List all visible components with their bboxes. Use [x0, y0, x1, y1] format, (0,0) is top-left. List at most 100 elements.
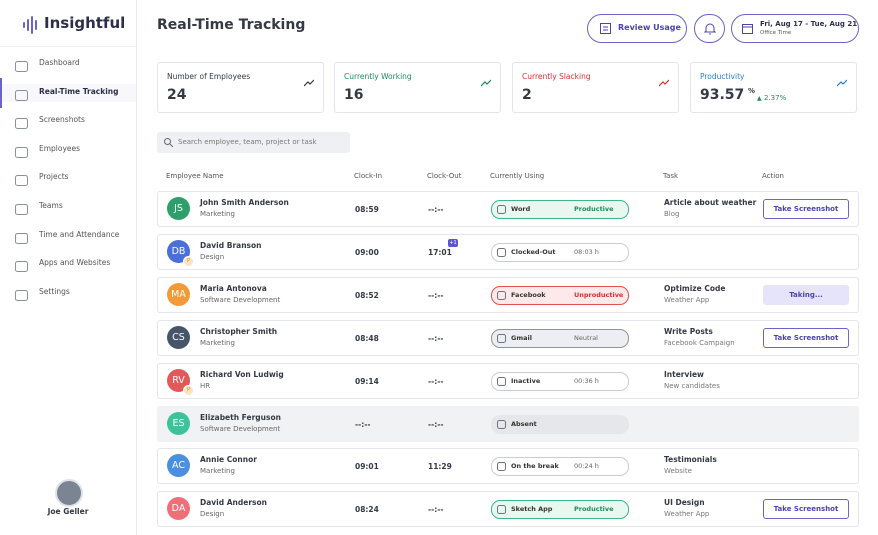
divider — [0, 46, 136, 47]
action-label: Take Screenshot — [773, 505, 839, 514]
stat-icon — [658, 72, 670, 87]
avatar: CS — [167, 325, 190, 349]
task-detail: Facebook Campaign — [664, 338, 735, 347]
employee-row[interactable]: MA Maria Antonova Software Development 08:5… — [157, 276, 859, 313]
change-arrow: ▲ — [757, 95, 762, 102]
nav-item[interactable]: Apps and Websites — [0, 255, 136, 273]
logo-icon — [22, 16, 40, 34]
employee-name: John Smith Anderson — [200, 198, 289, 207]
nav-label: Screenshots — [39, 115, 85, 125]
stat-value: 2 — [522, 87, 532, 103]
task-detail: Weather App — [664, 295, 710, 304]
nav-label: Projects — [39, 172, 69, 182]
review-usage-button[interactable]: Review Usage — [587, 14, 687, 43]
app-pill: Absent — [491, 414, 629, 434]
task-detail: Website — [664, 467, 692, 476]
task-detail: New candidates — [664, 381, 720, 390]
clock-out-badge: +1 — [448, 238, 458, 247]
user-avatar — [55, 479, 83, 507]
action-button[interactable]: Taking... — [763, 284, 849, 305]
badge-label: P — [186, 386, 190, 393]
action-button[interactable]: Take Screenshot — [763, 499, 849, 520]
clock-out: --:-- — [428, 376, 444, 386]
nav-label: Employees — [39, 143, 81, 153]
app-pill: Inactive 00:36 h — [491, 371, 629, 391]
active-indicator — [0, 77, 2, 108]
stat-unit: % — [748, 87, 756, 95]
employee-row[interactable]: DB P David Branson Design 09:00 17:01 +1 Clocke… — [157, 233, 859, 270]
avatar-badge: P — [183, 255, 194, 267]
clock-in: 08:24 — [355, 505, 379, 515]
nav-icon — [15, 114, 28, 130]
action-button[interactable]: Take Screenshot — [763, 199, 849, 219]
stat-value: 93.57 — [700, 87, 745, 103]
app-status: Productive — [574, 505, 614, 514]
action-button[interactable]: Take Screenshot — [763, 327, 849, 348]
task: Optimize Code — [664, 283, 726, 293]
avatar-initials: DA — [171, 503, 186, 515]
nav-icon — [15, 257, 28, 273]
task: UI Design — [664, 498, 705, 508]
employee-department: Marketing — [200, 467, 235, 476]
nav-icon — [15, 229, 28, 244]
column-header: Clock-Out — [427, 172, 462, 180]
employee-department: Marketing — [200, 210, 235, 218]
app-icon — [497, 247, 506, 257]
nav-item[interactable]: Projects — [0, 169, 136, 187]
app-pill: Facebook Unproductive — [491, 285, 629, 305]
clock-out: --:-- — [428, 333, 444, 343]
employee-row[interactable]: ES Elizabeth Ferguson Software Development… — [157, 405, 859, 442]
app-pill: On the break 00:24 h — [491, 457, 629, 477]
avatar: ES — [167, 411, 190, 435]
employee-row[interactable]: JS John Smith Anderson Marketing 08:59 --:--… — [157, 191, 859, 227]
clock-in: 08:52 — [355, 290, 379, 300]
employee-department: Software Development — [200, 424, 281, 433]
avatar: DA — [167, 497, 190, 521]
notifications-button[interactable] — [694, 14, 725, 43]
avatar-initials: DB — [171, 245, 186, 257]
action-label: Taking... — [789, 290, 823, 299]
employee-name: Christopher Smith — [200, 326, 278, 336]
employee-name: Annie Connor — [200, 455, 257, 465]
app-icon — [497, 462, 506, 472]
nav-item[interactable]: Employees — [0, 141, 136, 159]
task: Write Posts — [664, 326, 713, 336]
stat-label: Currently Working — [344, 72, 412, 81]
nav-item[interactable]: Time and Attendance — [0, 227, 136, 245]
avatar: MA — [167, 282, 190, 306]
nav-item[interactable]: Real-Time Tracking — [0, 77, 136, 108]
nav-item[interactable]: Teams — [0, 198, 136, 216]
employee-row[interactable]: RV P Richard Von Ludwig HR 09:14 --:-- Inactiv… — [157, 362, 859, 399]
user-name: Joe Geller — [47, 507, 89, 516]
stat-card: Productivity 93.57% ▲ 2.37% — [690, 62, 857, 113]
employee-row[interactable]: DA David Anderson Design 08:24 --:-- Sketch A… — [157, 491, 859, 528]
avatar: AC — [167, 454, 190, 478]
column-header: Task — [663, 172, 679, 180]
app-name: Word — [511, 205, 531, 213]
app-name: Sketch App — [511, 505, 553, 514]
employee-row[interactable]: AC Annie Connor Marketing 09:01 11:29 On the … — [157, 448, 859, 485]
clock-in: --:-- — [355, 419, 371, 429]
clock-in: 08:48 — [355, 333, 379, 343]
app-status: 08:03 h — [574, 247, 599, 256]
app-name: Inactive — [511, 376, 541, 385]
nav-item[interactable]: Screenshots — [0, 112, 136, 130]
nav-item[interactable]: Settings — [0, 284, 136, 302]
date-range-button[interactable]: Fri, Aug 17 - Tue, Aug 21 Office Time — [731, 14, 859, 43]
employee-name: Richard Von Ludwig — [200, 369, 284, 379]
employee-row[interactable]: CS Christopher Smith Marketing 08:48 --:-- Gm… — [157, 319, 859, 356]
nav-item[interactable]: Dashboard — [0, 55, 136, 73]
task: Interview — [664, 369, 704, 379]
task: Testimonials — [664, 455, 717, 465]
app-status: Productive — [574, 205, 614, 213]
employee-department: Design — [200, 252, 225, 261]
app-pill: Gmail Neutral — [491, 328, 629, 348]
stat-card: Currently Working 16 — [334, 62, 501, 113]
clock-out: --:-- — [428, 290, 444, 300]
action-label: Take Screenshot — [773, 333, 839, 342]
employee-department: Marketing — [200, 338, 235, 347]
search-box[interactable]: Search employee, team, project or task — [157, 132, 350, 153]
review-usage-label: Review Usage — [618, 23, 681, 32]
nav-label: Dashboard — [39, 58, 80, 67]
app-status: Unproductive — [574, 290, 624, 299]
